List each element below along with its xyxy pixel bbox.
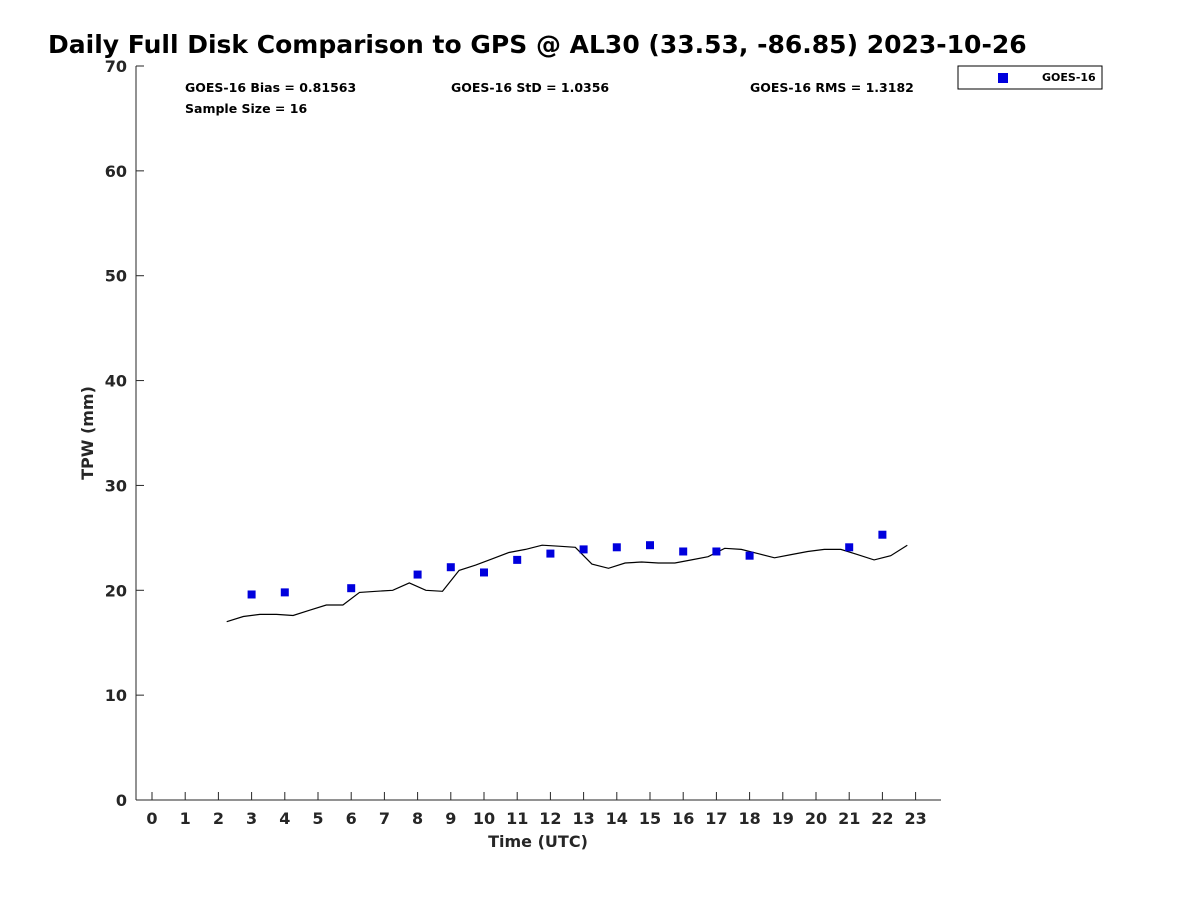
x-tick-label: 2 [213,809,224,828]
x-tick-label: 22 [871,809,893,828]
data-point [679,547,688,556]
x-tick-label: 11 [506,809,528,828]
x-tick-label: 14 [606,809,628,828]
x-axis-ticks: 0 1 2 3 4 5 6 7 8 9 10 11 12 13 14 15 16 17 18 19 20 21 22 23 [146,792,927,828]
x-tick-label: 8 [412,809,423,828]
x-tick-label: 12 [539,809,561,828]
y-tick-label: 70 [105,57,127,76]
x-tick-label: 0 [146,809,157,828]
data-point [347,584,356,593]
chart-title: Daily Full Disk Comparison to GPS @ AL30… [48,30,1027,59]
x-tick-label: 5 [312,809,323,828]
axes [135,66,941,801]
reference-line-series [226,544,908,623]
x-tick-label: 7 [379,809,390,828]
y-tick-label: 20 [105,581,127,600]
data-point [247,590,256,599]
x-tick-label: 13 [572,809,594,828]
x-tick-label: 9 [445,809,456,828]
series-lines [226,544,908,623]
data-point [280,588,289,597]
data-point [546,549,555,558]
x-tick-label: 20 [805,809,827,828]
data-point [878,530,887,539]
x-tick-label: 3 [246,809,257,828]
y-tick-label: 30 [105,476,127,495]
y-axis-ticks: 0 10 20 30 40 50 60 70 [105,57,144,810]
data-point [413,570,422,579]
y-tick-label: 60 [105,162,127,181]
stat-sample-size: Sample Size = 16 [185,101,307,116]
stat-std: GOES-16 StD = 1.0356 [451,80,609,95]
x-tick-label: 17 [705,809,727,828]
x-tick-label: 10 [473,809,495,828]
legend-label: GOES-16 [1042,71,1096,84]
y-axis-label: TPW (mm) [78,386,97,480]
x-tick-label: 15 [639,809,661,828]
data-point [712,547,721,556]
data-point [646,541,654,550]
data-point [513,555,522,564]
data-point [446,563,455,572]
data-point [480,568,488,577]
legend: GOES-16 [957,65,1103,90]
y-tick-label: 0 [116,791,127,810]
x-tick-label: 1 [180,809,191,828]
legend-box [957,65,1103,90]
legend-marker [998,73,1008,83]
x-tick-label: 21 [838,809,860,828]
stat-bias: GOES-16 Bias = 0.81563 [185,80,356,95]
y-tick-label: 10 [105,686,127,705]
x-tick-label: 16 [672,809,694,828]
series-points [247,530,887,599]
data-point [845,543,854,552]
stat-rms: GOES-16 RMS = 1.3182 [750,80,914,95]
data-point [579,545,588,554]
data-point [612,543,621,552]
x-tick-label: 6 [346,809,357,828]
x-tick-label: 18 [738,809,760,828]
y-tick-label: 50 [105,267,127,286]
x-axis-label: Time (UTC) [488,832,588,851]
y-tick-label: 40 [105,372,127,391]
x-tick-label: 4 [279,809,290,828]
data-point [745,551,754,560]
x-tick-label: 19 [772,809,794,828]
x-tick-label: 23 [904,809,926,828]
